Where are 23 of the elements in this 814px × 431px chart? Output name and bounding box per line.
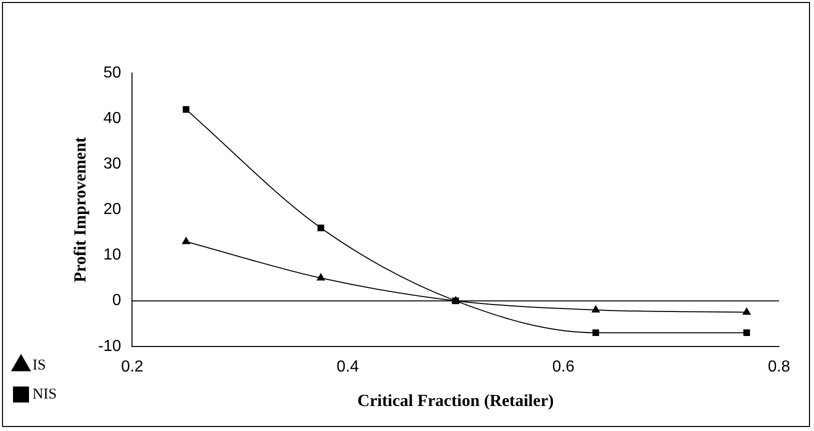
y-tick-label: 0: [112, 292, 122, 310]
point: [182, 237, 190, 244]
point: [742, 308, 751, 315]
x-tick-label: 0.6: [552, 358, 575, 376]
x-tick-label: 0.2: [121, 358, 144, 376]
point: [318, 224, 324, 232]
legend-label: IS: [32, 357, 46, 374]
y-tick-label: 20: [103, 201, 122, 218]
y-tick-label: 10: [103, 246, 122, 264]
point: [182, 106, 190, 113]
point: [743, 329, 750, 336]
y-tick-label: 40: [103, 110, 122, 127]
point: [316, 274, 325, 281]
point: [592, 305, 600, 312]
y-axis-title: Profit Improvement: [70, 136, 90, 282]
x-tick-label: 0.8: [768, 358, 790, 376]
y-tick-label: 30: [103, 156, 122, 173]
x-axis-title: Critical Fraction (Retailer): [357, 391, 554, 410]
y-tick-label: -10: [98, 338, 122, 355]
point: [592, 329, 600, 336]
y-tick-label: 50: [103, 64, 122, 82]
x-tick-label: 0.4: [336, 358, 360, 376]
legend-label: NIS: [32, 386, 57, 402]
